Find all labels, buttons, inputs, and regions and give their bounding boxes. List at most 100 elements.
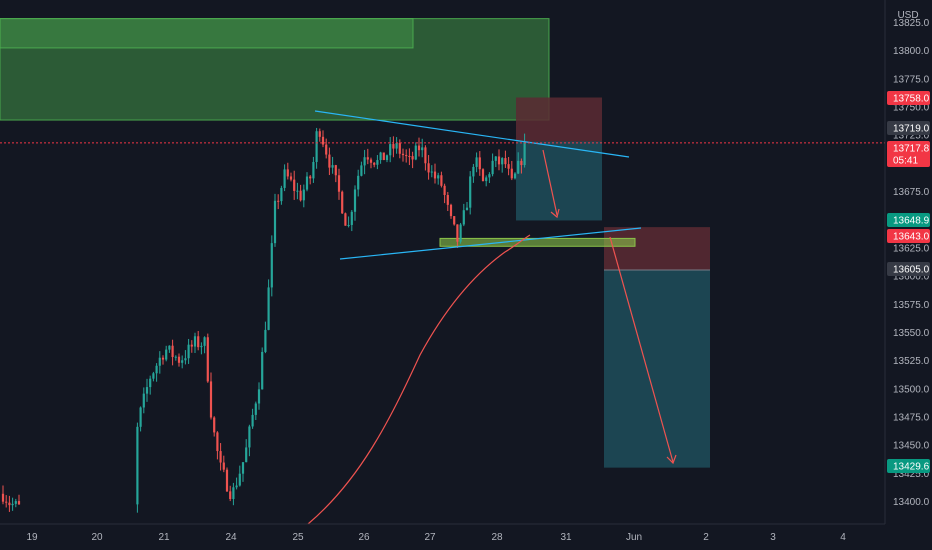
price-tick-label: 13800.0 [893, 46, 930, 57]
candle-body [456, 224, 459, 242]
projection-arrow-2 [609, 236, 674, 463]
candle-body [216, 432, 219, 452]
candle-body [369, 159, 373, 163]
price-tick-label: 13450.0 [893, 441, 930, 452]
candle-body [283, 169, 286, 188]
candle-body [440, 175, 443, 186]
candle-body [267, 287, 270, 330]
candle-body [1, 493, 5, 502]
candle-body [289, 176, 293, 180]
price-tick-label: 13750.0 [893, 103, 930, 114]
candle-body [11, 503, 14, 506]
time-tick-label: 25 [292, 532, 304, 543]
moving-average-line [307, 234, 531, 525]
candle-body [302, 189, 305, 201]
price-tick-label: 13625.0 [893, 243, 930, 254]
price-badge [887, 91, 930, 105]
candle-body [353, 189, 357, 212]
candle-body [229, 491, 232, 500]
candle-body [389, 144, 392, 156]
candle-body [373, 162, 376, 165]
candle-body [453, 216, 456, 225]
candle-body [238, 473, 241, 486]
price-tick-label: 13825.0 [893, 18, 930, 29]
projection-arrow-1 [542, 149, 558, 216]
candle-body [459, 224, 462, 242]
candle-body [430, 171, 433, 173]
short-position-2-stop [604, 227, 710, 270]
price-badge-label: 13605.0 [893, 265, 930, 276]
candle-body [414, 145, 417, 160]
candle-body [472, 166, 475, 177]
candle-body [177, 356, 181, 363]
price-tick-label: 13675.0 [893, 187, 930, 198]
candle-body [517, 160, 520, 174]
price-badges: 13758.0 13719.0 13717.805:41 13648.9 13643.0… [887, 91, 930, 473]
price-badge [887, 459, 930, 473]
candle-body [296, 190, 299, 192]
time-tick-label: 2 [703, 532, 709, 543]
candle-body [462, 210, 465, 225]
projection-arrow-2-head [666, 454, 677, 465]
short-position-1-target [516, 141, 602, 221]
candle-body [411, 156, 414, 160]
candle-body [181, 360, 184, 363]
candle-body [475, 157, 478, 167]
candle-body [261, 351, 264, 390]
candle-body [363, 157, 366, 166]
candle-body [286, 169, 289, 177]
candle-body [232, 487, 235, 500]
candle-body [507, 164, 510, 169]
candle-body [344, 213, 347, 226]
triangle-upper-trendline [314, 110, 630, 158]
candle-body [235, 485, 238, 488]
price-badge-label: 13717.8 [893, 144, 930, 155]
candle-body [251, 414, 254, 427]
time-tick-label: 28 [491, 532, 503, 543]
candle-body [17, 501, 21, 505]
candle-body [334, 165, 337, 176]
candle-body [174, 356, 177, 358]
candle-body [488, 174, 491, 178]
candle-body [408, 155, 411, 157]
candle-body [149, 378, 152, 388]
candle-body [318, 131, 321, 137]
candle-body [513, 173, 517, 179]
price-badge-label: 13719.0 [893, 124, 930, 135]
candle-body [14, 501, 17, 504]
candle-body [305, 176, 309, 190]
candle-body [270, 243, 273, 288]
candle-body [405, 155, 408, 157]
candle-body [510, 168, 513, 179]
candle-body [501, 158, 504, 165]
candle-body [161, 357, 165, 360]
candle-body [478, 157, 481, 170]
price-badge-label: 13643.0 [893, 232, 930, 243]
candle-body [225, 469, 229, 492]
price-axis[interactable]: 13825.013800.013775.013750.013725.013700… [893, 18, 930, 508]
candle-body [321, 136, 325, 145]
price-badge [887, 213, 930, 227]
candle-body [254, 403, 257, 415]
price-badge [887, 121, 930, 135]
candle-body [491, 160, 494, 175]
time-tick-label: 26 [358, 532, 370, 543]
price-badge-countdown: 05:41 [893, 156, 918, 167]
candle-body [350, 211, 353, 225]
time-tick-label: 24 [225, 532, 237, 543]
time-tick-label: 27 [424, 532, 436, 543]
candle-body [257, 389, 261, 404]
time-axis[interactable]: 19 20 21 24 25 26 27 28 31 Jun 2 3 4 [26, 532, 846, 543]
price-tick-label: 13725.0 [893, 131, 930, 142]
candle-body [165, 349, 168, 360]
supply-zone-inner [0, 18, 414, 49]
time-tick-label: 20 [91, 532, 103, 543]
time-tick-label: 3 [770, 532, 776, 543]
candle-body [504, 158, 507, 165]
price-tick-label: 13775.0 [893, 74, 930, 85]
candle-body [142, 393, 145, 408]
candle-body [312, 161, 315, 179]
candle-body [158, 357, 161, 366]
candle-body [280, 187, 283, 202]
